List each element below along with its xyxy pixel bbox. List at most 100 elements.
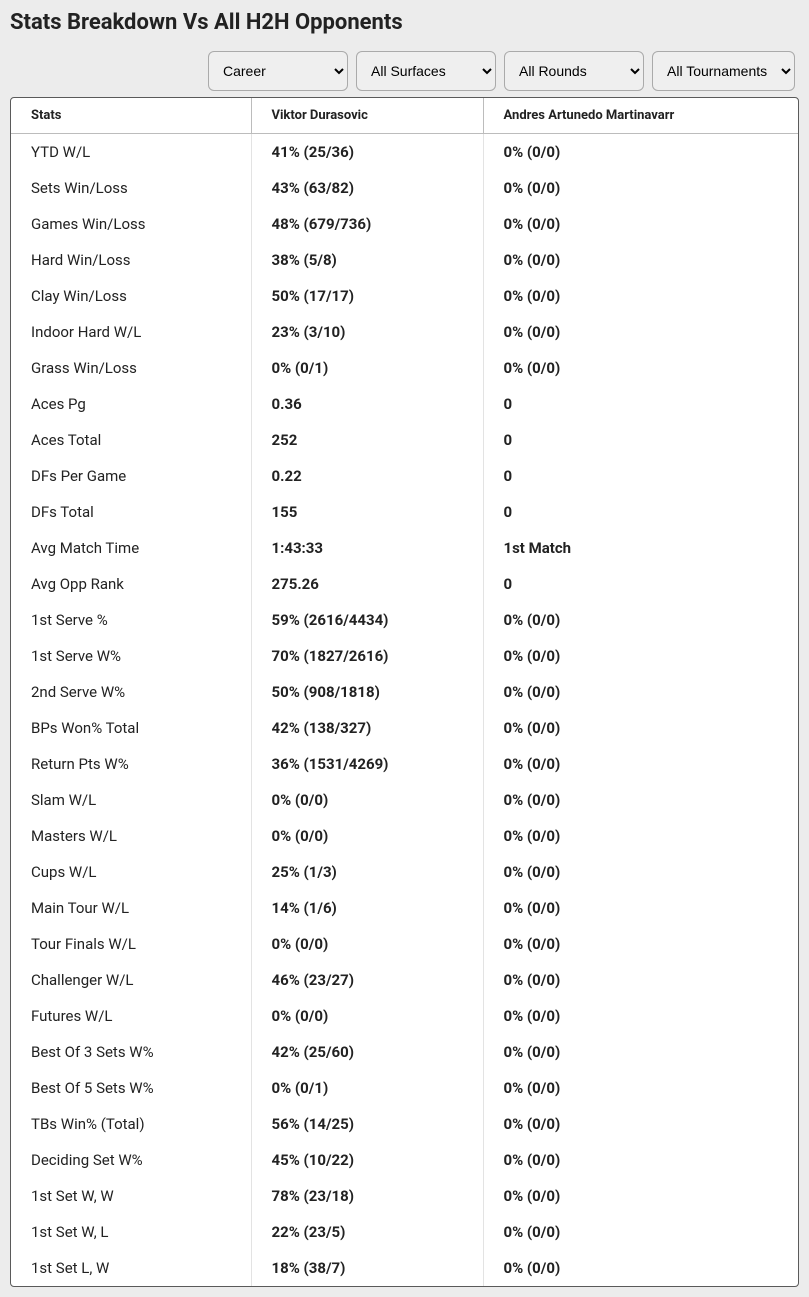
table-row: DFs Per Game0.220	[11, 458, 798, 494]
stat-value-player1: 56% (14/25)	[251, 1106, 483, 1142]
stat-value-player1: 14% (1/6)	[251, 890, 483, 926]
stat-label: Return Pts W%	[11, 746, 251, 782]
stat-value-player1: 45% (10/22)	[251, 1142, 483, 1178]
stat-value-player2: 0	[483, 458, 798, 494]
table-row: Main Tour W/L14% (1/6)0% (0/0)	[11, 890, 798, 926]
table-row: Indoor Hard W/L23% (3/10)0% (0/0)	[11, 314, 798, 350]
stat-value-player2: 0% (0/0)	[483, 854, 798, 890]
stat-value-player1: 0% (0/0)	[251, 998, 483, 1034]
table-row: Clay Win/Loss50% (17/17)0% (0/0)	[11, 278, 798, 314]
table-row: 1st Set W, W78% (23/18)0% (0/0)	[11, 1178, 798, 1214]
stat-label: Challenger W/L	[11, 962, 251, 998]
table-row: 1st Serve W%70% (1827/2616)0% (0/0)	[11, 638, 798, 674]
table-row: Best Of 3 Sets W%42% (25/60)0% (0/0)	[11, 1034, 798, 1070]
stat-value-player2: 0% (0/0)	[483, 134, 798, 171]
stat-value-player1: 36% (1531/4269)	[251, 746, 483, 782]
stat-value-player1: 50% (908/1818)	[251, 674, 483, 710]
stat-value-player1: 22% (23/5)	[251, 1214, 483, 1250]
stat-label: YTD W/L	[11, 134, 251, 171]
stat-value-player1: 70% (1827/2616)	[251, 638, 483, 674]
table-row: Tour Finals W/L0% (0/0)0% (0/0)	[11, 926, 798, 962]
stat-label: Futures W/L	[11, 998, 251, 1034]
table-row: 2nd Serve W%50% (908/1818)0% (0/0)	[11, 674, 798, 710]
stat-label: Best Of 5 Sets W%	[11, 1070, 251, 1106]
stat-label: Aces Total	[11, 422, 251, 458]
filter-surface[interactable]: All Surfaces	[356, 51, 496, 91]
stat-value-player1: 43% (63/82)	[251, 170, 483, 206]
stat-label: BPs Won% Total	[11, 710, 251, 746]
stat-label: 1st Set W, W	[11, 1178, 251, 1214]
table-row: YTD W/L41% (25/36)0% (0/0)	[11, 134, 798, 171]
stat-label: Tour Finals W/L	[11, 926, 251, 962]
stat-label: Indoor Hard W/L	[11, 314, 251, 350]
stat-label: Aces Pg	[11, 386, 251, 422]
stat-value-player2: 0% (0/0)	[483, 1070, 798, 1106]
stat-label: DFs Total	[11, 494, 251, 530]
stat-value-player1: 0% (0/1)	[251, 1070, 483, 1106]
stat-value-player2: 0% (0/0)	[483, 314, 798, 350]
stat-value-player1: 59% (2616/4434)	[251, 602, 483, 638]
stat-label: Hard Win/Loss	[11, 242, 251, 278]
stat-value-player2: 0	[483, 494, 798, 530]
stat-value-player2: 0% (0/0)	[483, 278, 798, 314]
stat-value-player1: 41% (25/36)	[251, 134, 483, 171]
table-row: Hard Win/Loss38% (5/8)0% (0/0)	[11, 242, 798, 278]
table-row: DFs Total1550	[11, 494, 798, 530]
table-row: Cups W/L25% (1/3)0% (0/0)	[11, 854, 798, 890]
stat-value-player2: 0% (0/0)	[483, 674, 798, 710]
stat-value-player1: 155	[251, 494, 483, 530]
table-row: Games Win/Loss48% (679/736)0% (0/0)	[11, 206, 798, 242]
stat-value-player2: 0% (0/0)	[483, 170, 798, 206]
stat-label: 1st Set W, L	[11, 1214, 251, 1250]
stat-value-player2: 0% (0/0)	[483, 998, 798, 1034]
table-row: Aces Total2520	[11, 422, 798, 458]
stats-table: Stats Viktor Durasovic Andres Artunedo M…	[11, 98, 798, 1286]
table-row: BPs Won% Total42% (138/327)0% (0/0)	[11, 710, 798, 746]
stat-value-player2: 0	[483, 566, 798, 602]
table-row: Slam W/L0% (0/0)0% (0/0)	[11, 782, 798, 818]
filter-round[interactable]: All Rounds	[504, 51, 644, 91]
table-row: Avg Opp Rank275.260	[11, 566, 798, 602]
col-header-player2: Andres Artunedo Martinavarr	[483, 98, 798, 134]
stat-value-player2: 0% (0/0)	[483, 242, 798, 278]
table-row: Futures W/L0% (0/0)0% (0/0)	[11, 998, 798, 1034]
stat-value-player2: 0% (0/0)	[483, 890, 798, 926]
stat-value-player1: 23% (3/10)	[251, 314, 483, 350]
stat-label: 1st Set L, W	[11, 1250, 251, 1286]
stat-label: Deciding Set W%	[11, 1142, 251, 1178]
stat-label: Main Tour W/L	[11, 890, 251, 926]
stat-value-player2: 1st Match	[483, 530, 798, 566]
stat-value-player2: 0% (0/0)	[483, 1214, 798, 1250]
stat-value-player1: 1:43:33	[251, 530, 483, 566]
stat-value-player2: 0	[483, 422, 798, 458]
table-row: 1st Set W, L22% (23/5)0% (0/0)	[11, 1214, 798, 1250]
stat-value-player1: 0.36	[251, 386, 483, 422]
table-row: TBs Win% (Total)56% (14/25)0% (0/0)	[11, 1106, 798, 1142]
stat-value-player2: 0% (0/0)	[483, 710, 798, 746]
filter-tournament[interactable]: All Tournaments	[652, 51, 795, 91]
stat-value-player1: 0% (0/0)	[251, 926, 483, 962]
stat-value-player2: 0% (0/0)	[483, 1178, 798, 1214]
stat-value-player2: 0% (0/0)	[483, 926, 798, 962]
stat-label: Avg Opp Rank	[11, 566, 251, 602]
stat-label: DFs Per Game	[11, 458, 251, 494]
stat-value-player2: 0% (0/0)	[483, 350, 798, 386]
stat-label: Sets Win/Loss	[11, 170, 251, 206]
table-row: Sets Win/Loss43% (63/82)0% (0/0)	[11, 170, 798, 206]
stat-value-player1: 46% (23/27)	[251, 962, 483, 998]
stat-value-player1: 0% (0/0)	[251, 818, 483, 854]
stat-value-player2: 0% (0/0)	[483, 782, 798, 818]
stat-value-player2: 0% (0/0)	[483, 1106, 798, 1142]
stat-value-player1: 42% (138/327)	[251, 710, 483, 746]
col-header-player1: Viktor Durasovic	[251, 98, 483, 134]
table-row: Masters W/L0% (0/0)0% (0/0)	[11, 818, 798, 854]
filter-time[interactable]: Career	[208, 51, 348, 91]
page-title: Stats Breakdown Vs All H2H Opponents	[10, 10, 799, 35]
stat-label: Slam W/L	[11, 782, 251, 818]
stat-label: Games Win/Loss	[11, 206, 251, 242]
stat-value-player2: 0	[483, 386, 798, 422]
stat-label: Best Of 3 Sets W%	[11, 1034, 251, 1070]
table-row: 1st Set L, W18% (38/7)0% (0/0)	[11, 1250, 798, 1286]
stat-label: Grass Win/Loss	[11, 350, 251, 386]
stat-label: TBs Win% (Total)	[11, 1106, 251, 1142]
